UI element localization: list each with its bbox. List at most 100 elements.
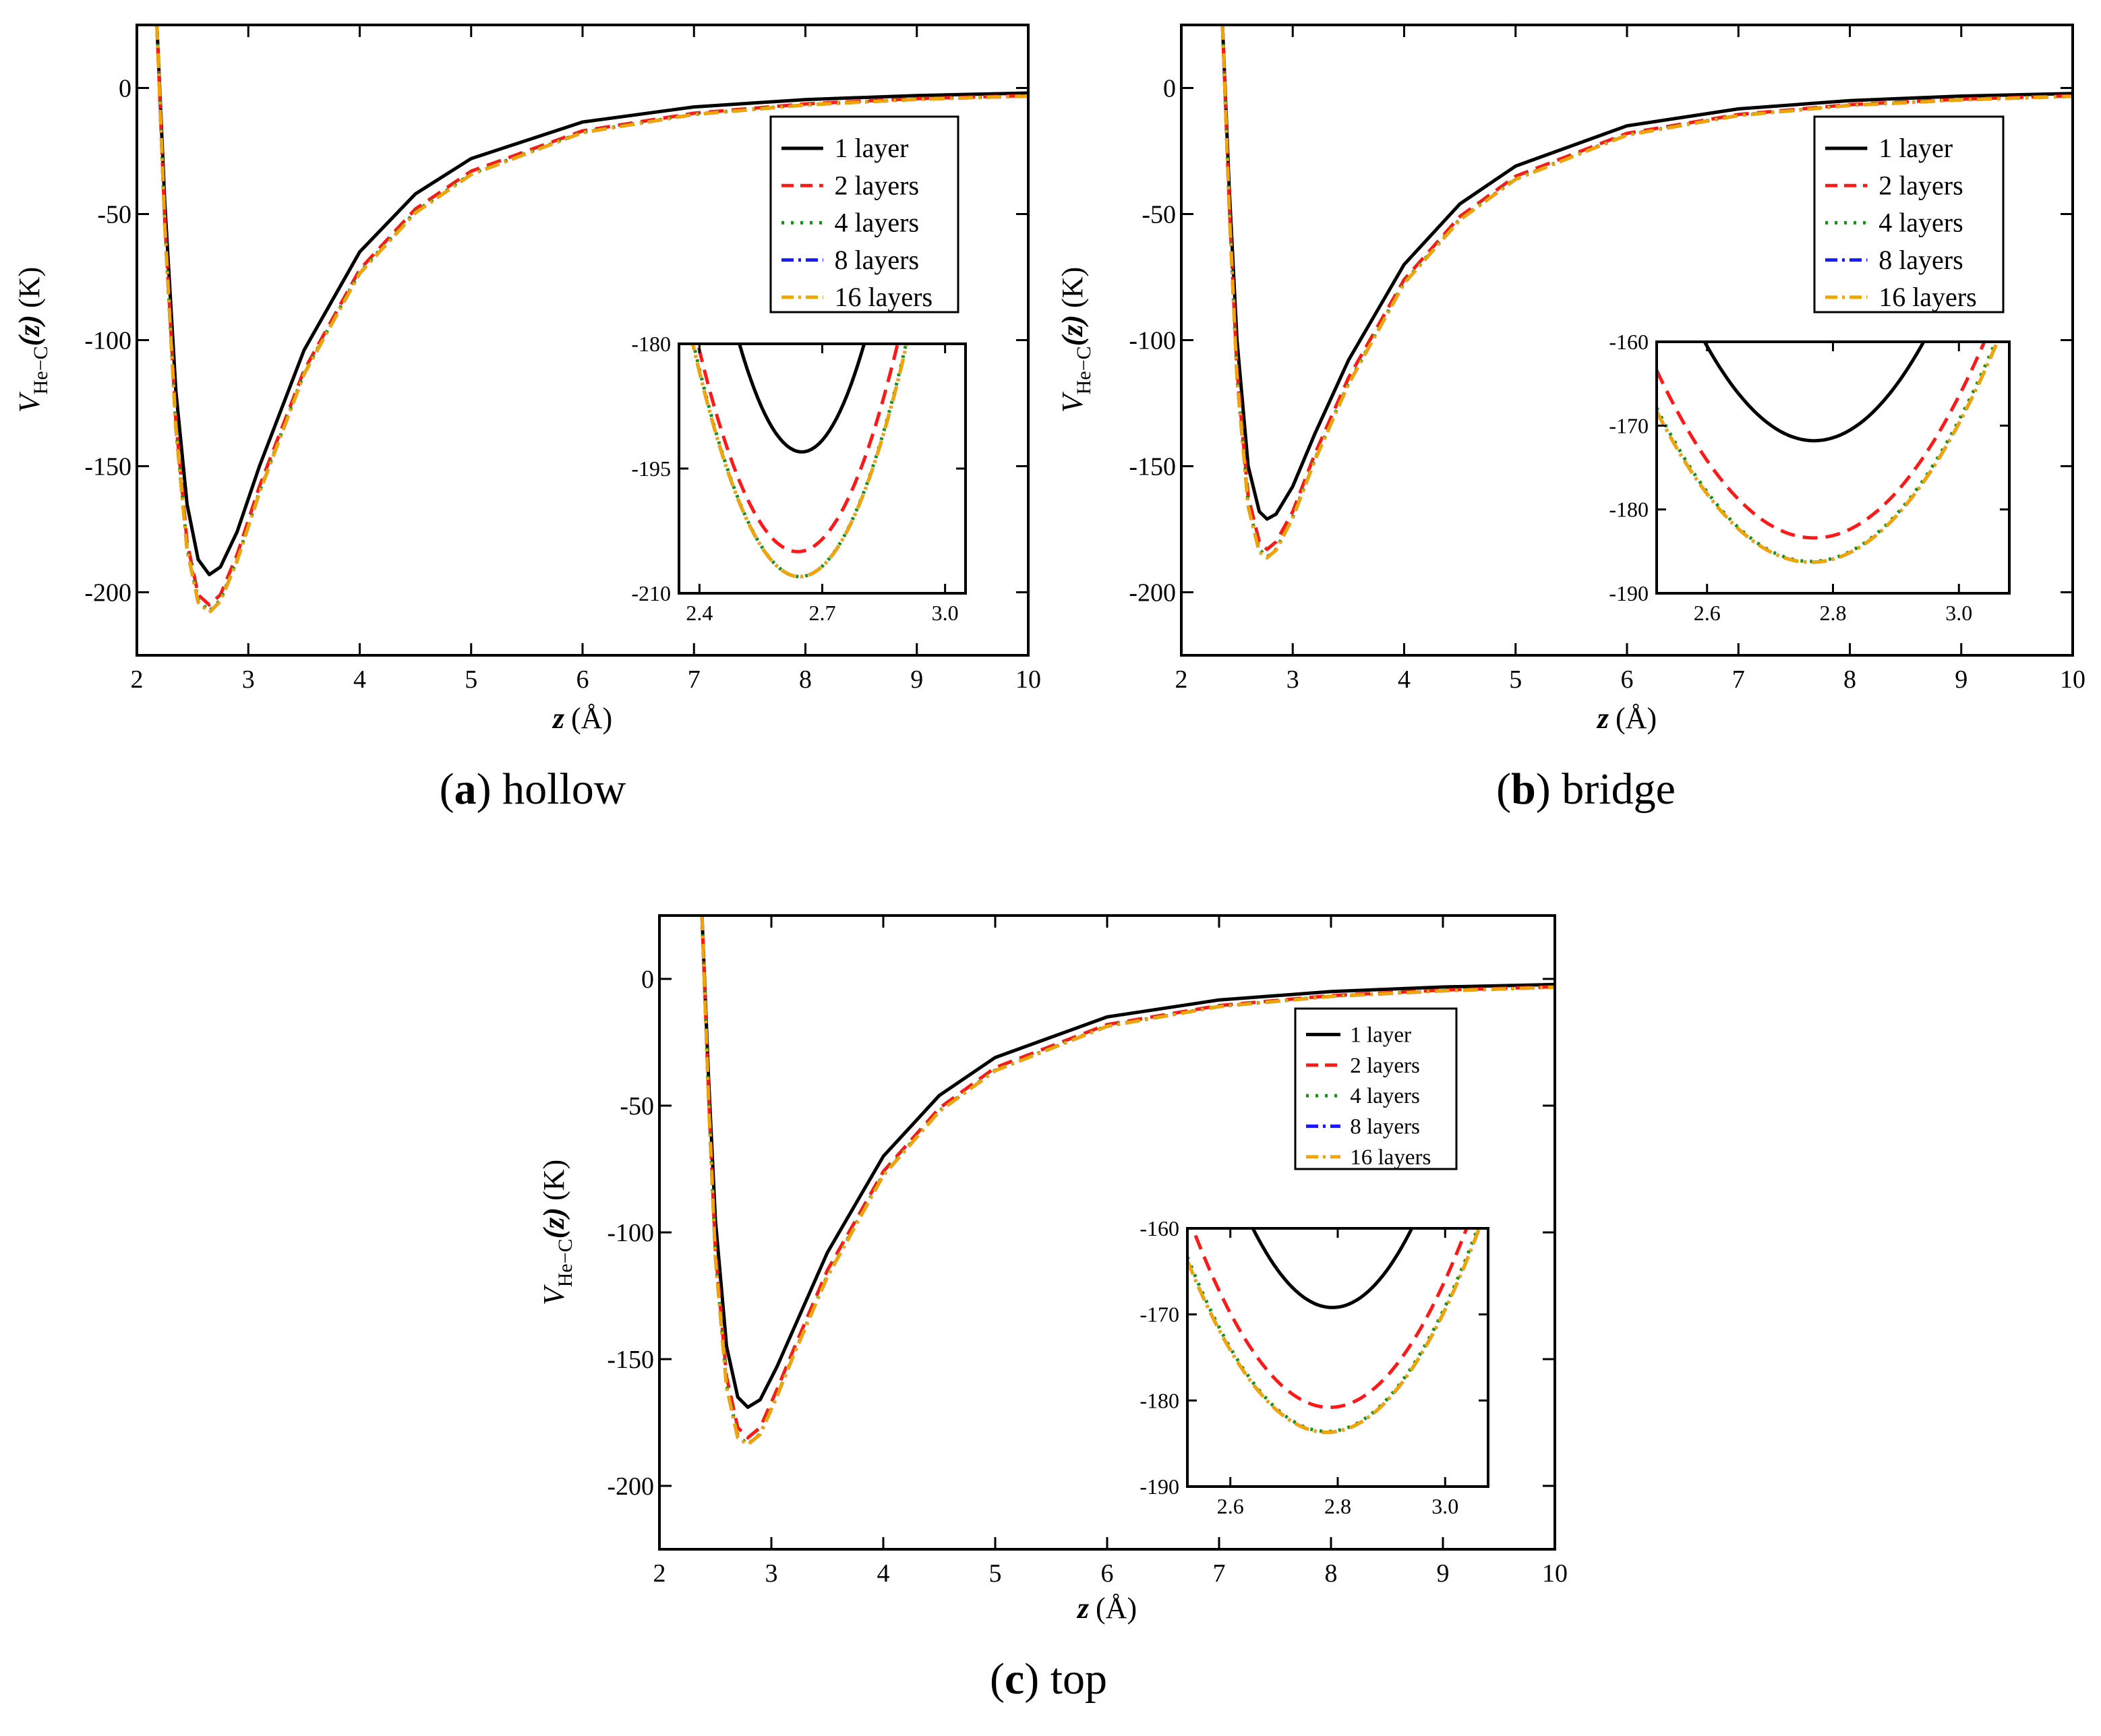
y-tick-label: -200 [1129, 579, 1176, 607]
caption-letter: c [1005, 1654, 1024, 1704]
caption-letter: b [1511, 765, 1536, 814]
inset-x-tick-label: 3.0 [932, 601, 959, 625]
legend-label: 16 layers [835, 282, 933, 312]
x-tick-label: 8 [799, 665, 812, 694]
inset-series-group [1657, 342, 2000, 564]
x-axis-title: z (Å) [1076, 1592, 1137, 1625]
x-axis-var: z [1596, 702, 1609, 735]
legend-label: 8 layers [1878, 245, 1963, 275]
inset-y-tick-label: -170 [1609, 413, 1649, 438]
inset-series-group [690, 344, 909, 578]
inset-series-line-1-layer [1251, 1228, 1414, 1309]
inset-series-line-4-layers [1187, 1228, 1480, 1433]
legend: 1 layer 2 layers 4 layers 8 layers 16 layers [1294, 1007, 1458, 1170]
inset-x-tick-label: 2.8 [1820, 601, 1847, 625]
y-axis-arg: (z) [1056, 315, 1089, 346]
x-tick-label: 7 [1213, 1559, 1226, 1588]
inset-y-tick-label: -180 [1140, 1388, 1179, 1412]
inset-y-tick-label: -160 [1140, 1216, 1179, 1240]
x-axis-title: z (Å) [552, 702, 612, 735]
y-axis-sub: He−C [30, 346, 52, 394]
legend: 1 layer 2 layers 4 layers 8 layers 16 layers [769, 115, 959, 313]
y-tick-label: -150 [607, 1346, 654, 1374]
inset-series-line-2-layers [696, 344, 899, 553]
x-tick-label: 9 [910, 665, 923, 694]
inset-series-line-4-layers [691, 344, 908, 578]
legend-label: 2 layers [1878, 170, 1963, 200]
y-tick-label: 0 [1163, 75, 1176, 103]
x-tick-label: 5 [989, 1559, 1002, 1588]
x-tick-label: 3 [765, 1559, 778, 1588]
inset-y-tick-label: -160 [1609, 330, 1649, 354]
y-axis-title: VHe−C(z) (K) [1056, 267, 1095, 413]
inset-x-tick-label: 2.7 [809, 601, 836, 625]
panel-caption: (c) top [990, 1654, 1107, 1704]
y-axis-unit: (K) [13, 267, 46, 308]
y-tick-label: -100 [84, 327, 131, 355]
y-axis-title: VHe−C(z) (K) [537, 1160, 576, 1305]
legend-label: 16 layers [1350, 1145, 1431, 1170]
legend-label: 2 layers [1350, 1054, 1420, 1078]
y-tick-label: -150 [84, 453, 131, 481]
x-tick-label: 6 [1621, 665, 1634, 694]
inset-series-line-1-layer [1703, 342, 1926, 443]
inset-x-tick-label: 2.6 [1694, 601, 1721, 625]
y-tick-label: -50 [97, 201, 131, 229]
x-tick-label: 3 [242, 665, 255, 694]
series-line-16-layers [1220, 25, 2073, 560]
x-axis-unit: (Å) [1616, 702, 1657, 735]
series-line-1-layer [155, 25, 1028, 576]
inset-y-tick-label: -180 [631, 332, 671, 356]
series-line-1-layer [700, 916, 1555, 1409]
inset-x-tick-label: 3.0 [1945, 601, 1972, 625]
x-axis-var: z [552, 702, 564, 735]
x-tick-label: 5 [465, 665, 477, 694]
y-axis-arg: (z) [13, 315, 46, 346]
x-tick-label: 4 [353, 665, 366, 694]
x-axis-var: z [1076, 1592, 1089, 1625]
x-tick-label: 2 [1175, 665, 1188, 694]
y-axis-sub: He−C [554, 1238, 576, 1287]
caption-paren: ) [477, 765, 502, 814]
caption-text: hollow [502, 765, 626, 814]
x-tick-label: 10 [2060, 665, 2085, 694]
caption-letter: a [454, 765, 477, 814]
x-tick-label: 2 [131, 665, 144, 694]
x-tick-label: 10 [1015, 665, 1041, 694]
legend-label: 8 layers [1350, 1114, 1420, 1139]
caption-paren: ( [440, 765, 454, 814]
y-tick-label: -50 [1142, 201, 1176, 229]
panel-caption: (b) bridge [1496, 765, 1676, 814]
legend-label: 2 layers [835, 170, 920, 200]
series-group [1220, 25, 2073, 560]
x-tick-label: 4 [1398, 665, 1411, 694]
series-line-2-layers [700, 916, 1555, 1440]
legend-label: 1 layer [835, 133, 909, 163]
caption-paren: ( [990, 1654, 1005, 1704]
inset-y-tick-label: -170 [1140, 1303, 1179, 1327]
series-line-1-layer [1220, 25, 2073, 521]
caption-paren: ) [1536, 765, 1562, 814]
legend-label: 4 layers [835, 208, 920, 238]
y-tick-label: 0 [641, 965, 654, 994]
y-axis-sub: He−C [1073, 346, 1095, 394]
caption-text: bridge [1562, 765, 1676, 814]
x-tick-label: 9 [1437, 1559, 1450, 1588]
x-tick-label: 8 [1325, 1559, 1338, 1588]
y-tick-label: -200 [84, 579, 131, 607]
inset-background [1657, 342, 2009, 593]
y-axis-arg: (z) [537, 1207, 570, 1238]
y-tick-label: -150 [1129, 453, 1176, 481]
caption-text: top [1050, 1654, 1107, 1704]
y-tick-label: -100 [1129, 327, 1176, 355]
inset-plot: 2.6 2.8 3.0 -160 -170 -180 -190 [1609, 330, 2011, 625]
x-axis-title: z (Å) [1596, 702, 1657, 735]
x-tick-label: 6 [1101, 1559, 1114, 1588]
legend-label: 8 layers [835, 245, 920, 275]
inset-y-tick-label: -210 [631, 581, 671, 605]
y-tick-label: -100 [607, 1219, 654, 1247]
legend-label: 4 layers [1350, 1084, 1420, 1108]
